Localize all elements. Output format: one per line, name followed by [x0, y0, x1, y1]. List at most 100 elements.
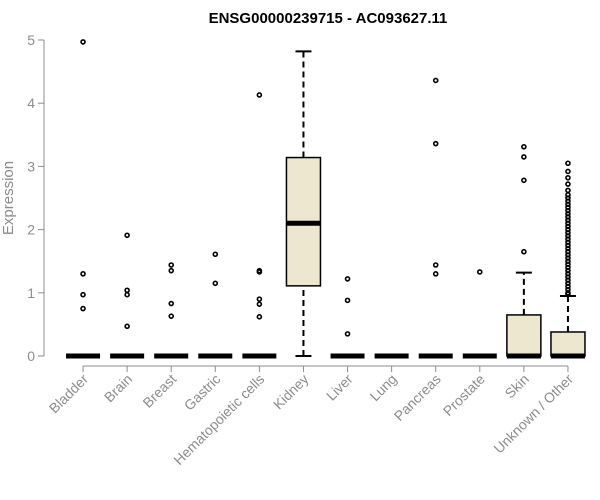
outlier-point	[80, 305, 86, 312]
y-tick-label: 5	[27, 32, 35, 48]
outlier-point	[521, 154, 527, 160]
outlier-point	[80, 271, 86, 277]
outlier-point	[432, 271, 439, 277]
iqr-box	[550, 331, 586, 357]
plot-area	[66, 39, 586, 359]
outlier-point	[565, 239, 571, 246]
x-tick-label: Brain	[101, 371, 135, 405]
x-tick-label: Breast	[139, 371, 179, 411]
x-tick-label: Bladder	[46, 371, 92, 417]
outlier-point	[256, 301, 263, 307]
x-tick-label: Prostate	[440, 371, 488, 419]
x-tick-label: Gastric	[181, 371, 224, 414]
outlier-point	[565, 174, 571, 181]
outlier-point	[565, 160, 571, 167]
outlier-point	[256, 314, 263, 320]
outlier-point	[565, 233, 571, 239]
box-brain	[110, 232, 145, 359]
outlier-point	[565, 168, 571, 175]
outlier-point	[476, 269, 483, 275]
outlier-point	[344, 297, 351, 304]
y-tick-label: 3	[27, 158, 35, 174]
outlier-point	[521, 177, 527, 184]
outlier-point	[565, 217, 571, 223]
outlier-point	[565, 280, 571, 287]
box-prostate	[462, 269, 497, 359]
outlier-point	[565, 261, 571, 268]
box-kidney	[285, 50, 322, 357]
y-tick-label: 4	[27, 95, 35, 111]
outlier-point	[565, 277, 571, 283]
outlier-point	[565, 283, 571, 290]
outlier-point	[344, 276, 351, 282]
outlier-point	[565, 229, 571, 236]
outlier-point	[124, 287, 130, 294]
outlier-point	[565, 252, 571, 258]
outlier-point	[565, 248, 571, 255]
y-tick-label: 0	[27, 348, 35, 364]
x-tick-label: Pancreas	[391, 371, 444, 424]
x-tick-label: Skin	[501, 371, 532, 402]
outlier-point	[432, 140, 439, 147]
box-hematopoietic-cells	[242, 92, 277, 359]
outlier-point	[565, 211, 571, 217]
outlier-point	[565, 201, 571, 208]
outlier-point	[124, 323, 130, 330]
outlier-point	[565, 192, 571, 198]
outlier-point	[565, 220, 571, 227]
box-pancreas	[418, 77, 453, 359]
box-breast	[154, 262, 189, 359]
outlier-point	[168, 313, 175, 319]
outlier-point	[565, 274, 571, 280]
outlier-point	[124, 232, 130, 239]
outlier-point	[565, 195, 571, 201]
box-liver	[330, 276, 365, 359]
y-axis-label: Expression	[0, 161, 17, 235]
outlier-point	[212, 280, 219, 287]
outlier-point	[565, 223, 571, 230]
box-skin	[506, 144, 542, 359]
x-tick-label: Lung	[366, 371, 399, 404]
outlier-point	[565, 187, 571, 194]
y-axis: 0 1 2 3 4 5	[27, 32, 45, 364]
outlier-point	[565, 214, 571, 220]
box-gastric	[198, 251, 233, 359]
x-tick-label: Kidney	[270, 371, 312, 413]
outlier-point	[565, 255, 571, 261]
outlier-point	[565, 258, 571, 265]
outlier-point	[168, 267, 175, 274]
outlier-point	[256, 296, 263, 302]
outlier-point	[344, 331, 351, 337]
outlier-point	[168, 262, 175, 268]
outlier-point	[565, 271, 571, 277]
outlier-point	[565, 226, 571, 233]
outlier-point	[212, 251, 219, 258]
outlier-point	[80, 291, 86, 298]
outlier-point	[565, 181, 571, 187]
outlier-point	[124, 291, 130, 298]
outlier-point	[565, 264, 571, 271]
box-unknown-other	[550, 160, 586, 359]
y-tick-label: 2	[27, 222, 35, 238]
outlier-point	[565, 267, 571, 274]
outlier-point	[565, 242, 571, 249]
outlier-point	[80, 39, 86, 45]
outlier-point	[432, 262, 439, 268]
y-tick-label: 1	[27, 285, 35, 301]
outlier-point	[565, 245, 571, 252]
x-tick-label: Unknown / Other	[490, 371, 576, 457]
outlier-point	[256, 269, 263, 275]
outlier-point	[565, 291, 571, 297]
x-tick-label: Liver	[323, 371, 356, 404]
outlier-point	[432, 77, 439, 84]
iqr-box	[506, 314, 542, 357]
outlier-point	[168, 300, 175, 307]
outlier-point	[256, 92, 263, 98]
outlier-point	[521, 144, 527, 150]
outlier-point	[565, 198, 571, 204]
outlier-point	[565, 236, 571, 242]
box-bladder	[66, 39, 101, 359]
outlier-point	[565, 207, 571, 214]
